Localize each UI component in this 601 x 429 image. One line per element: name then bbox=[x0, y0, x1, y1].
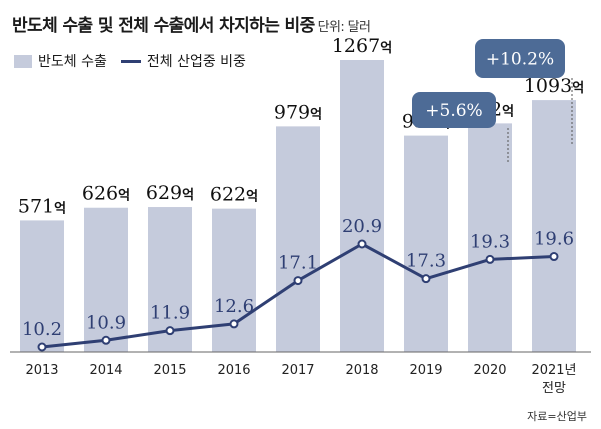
share-value-label: 19.3 bbox=[470, 231, 510, 252]
share-value-label: 20.9 bbox=[342, 216, 382, 237]
unit-label: 단위: 달러 bbox=[317, 20, 371, 35]
legend: 반도체 수출 전체 산업중 비중 bbox=[14, 51, 246, 71]
share-point bbox=[37, 342, 47, 352]
share-point bbox=[549, 252, 559, 262]
bar-value-label: 622억 bbox=[210, 184, 258, 206]
growth-callout bbox=[412, 92, 496, 128]
bar-2014 bbox=[84, 207, 128, 352]
chart-title: 반도체 수출 및 전체 수출에서 차지하는 비중 단위: 달러 bbox=[12, 11, 371, 36]
share-point bbox=[421, 274, 431, 284]
chart-title-text: 반도체 수출 및 전체 수출에서 차지하는 비중 bbox=[12, 16, 315, 36]
growth-callout-text: +5.6% bbox=[425, 101, 482, 121]
bar-value-label: 1267억 bbox=[332, 35, 392, 57]
legend-bar-swatch bbox=[14, 54, 32, 68]
x-tick-label: 2017 bbox=[281, 363, 314, 378]
x-tick-label: 2016 bbox=[217, 363, 250, 378]
share-point bbox=[165, 326, 175, 336]
share-value-label: 17.1 bbox=[278, 253, 318, 274]
legend-line-swatch bbox=[120, 59, 141, 63]
share-value-label: 10.2 bbox=[22, 319, 62, 340]
legend-line-label: 전체 산업중 비중 bbox=[146, 54, 246, 70]
share-point bbox=[229, 319, 239, 329]
bar-2020 bbox=[468, 123, 512, 353]
bar-2019 bbox=[404, 135, 448, 352]
bar-value-label: 979억 bbox=[274, 101, 322, 123]
bar-2013 bbox=[20, 220, 64, 352]
bar-2021년 bbox=[532, 100, 576, 352]
x-tick-label: 2021년 전망 bbox=[531, 363, 576, 396]
growth-callout bbox=[475, 39, 565, 78]
bar-2017 bbox=[276, 126, 320, 352]
growth-callout-text: +10.2% bbox=[486, 50, 554, 70]
bar-value-label: 1093억 bbox=[524, 75, 584, 97]
share-value-label: 10.9 bbox=[86, 312, 126, 333]
x-tick-label: 2015 bbox=[153, 363, 186, 378]
bar-value-label: 629억 bbox=[146, 182, 194, 204]
x-tick-label: 2019 bbox=[409, 363, 442, 378]
share-point bbox=[485, 254, 495, 264]
source-note: 자료=산업부 bbox=[527, 410, 587, 423]
share-point bbox=[357, 239, 367, 249]
bar-2016 bbox=[212, 208, 256, 352]
share-value-label: 12.6 bbox=[214, 296, 254, 317]
legend-bar-label: 반도체 수출 bbox=[38, 54, 107, 70]
x-tick-label: 2013 bbox=[25, 363, 58, 378]
x-tick-label: 2020 bbox=[473, 363, 506, 378]
share-value-label: 17.3 bbox=[406, 251, 446, 272]
bar-2018 bbox=[340, 60, 384, 352]
share-value-label: 19.6 bbox=[534, 229, 574, 250]
x-tick-label: 2014 bbox=[89, 363, 122, 378]
share-value-label: 11.9 bbox=[150, 303, 190, 324]
share-point bbox=[101, 335, 111, 345]
bar-value-label: 626억 bbox=[82, 183, 130, 205]
share-point bbox=[293, 276, 303, 286]
x-tick-label: 2018 bbox=[345, 363, 378, 378]
bar-value-label: 571억 bbox=[18, 195, 66, 217]
